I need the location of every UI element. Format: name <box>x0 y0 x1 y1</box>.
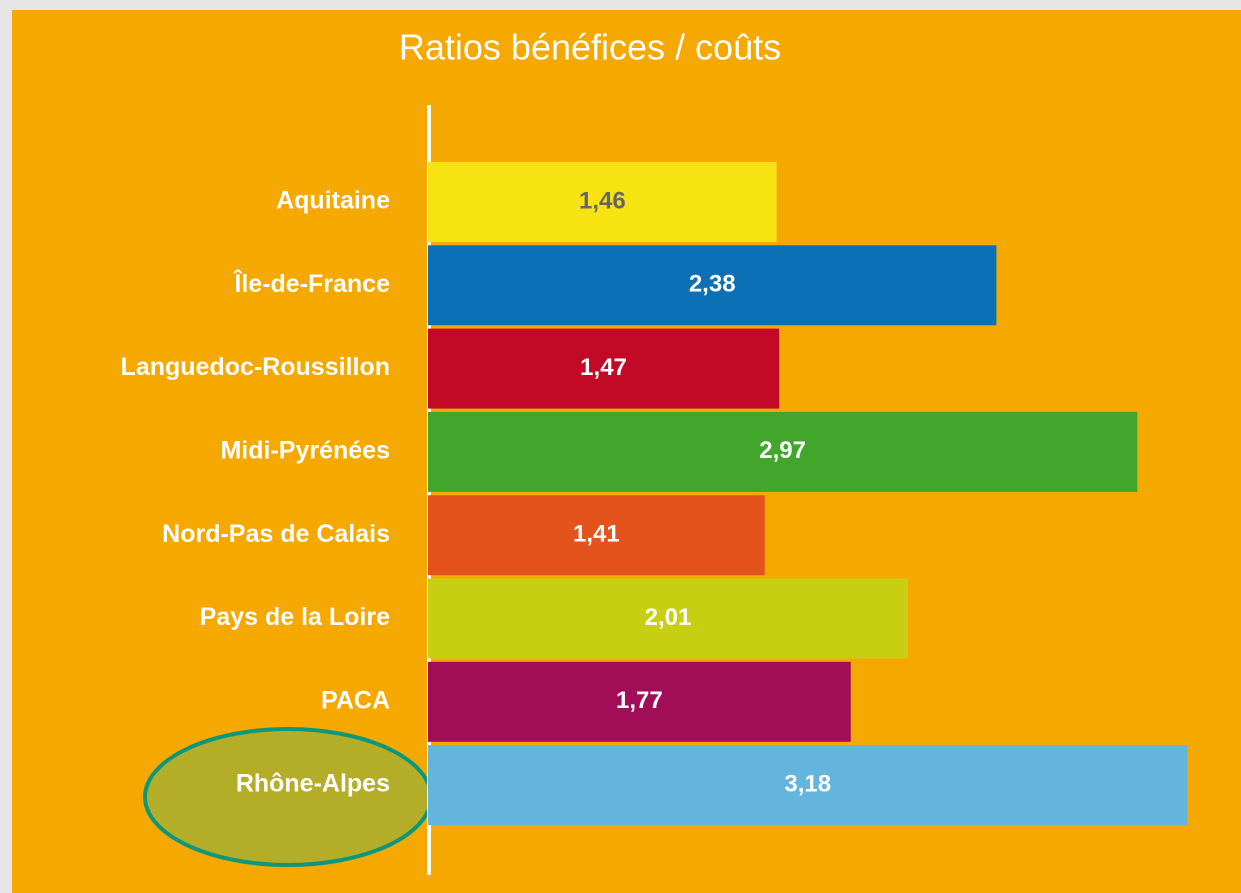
bar <box>428 745 1188 826</box>
category-label: Languedoc-Roussillon <box>121 353 390 381</box>
category-label: Rhône-Alpes <box>236 770 390 798</box>
value-label: 3,18 <box>784 770 831 797</box>
bar <box>428 162 777 242</box>
category-label: Midi-Pyrénées <box>220 437 390 465</box>
value-label: 1,77 <box>616 687 663 714</box>
bar <box>428 495 765 576</box>
bar <box>428 661 851 742</box>
category-label: Aquitaine <box>276 187 390 215</box>
bar <box>428 328 780 409</box>
category-label: Nord-Pas de Calais <box>162 520 390 548</box>
category-label: Pays de la Loire <box>200 603 390 631</box>
bar <box>428 578 909 659</box>
bar <box>428 245 997 326</box>
value-label: 1,46 <box>579 187 626 214</box>
value-label: 2,97 <box>759 437 806 464</box>
value-label: 2,01 <box>645 604 692 631</box>
value-label: 1,47 <box>580 354 627 381</box>
chart-title: Ratios bénéfices / coûts <box>399 27 781 68</box>
value-label: 1,41 <box>573 521 620 548</box>
value-label: 2,38 <box>689 271 736 298</box>
category-label: PACA <box>321 686 390 714</box>
bar <box>428 411 1138 492</box>
category-label: Île-de-France <box>232 268 390 298</box>
